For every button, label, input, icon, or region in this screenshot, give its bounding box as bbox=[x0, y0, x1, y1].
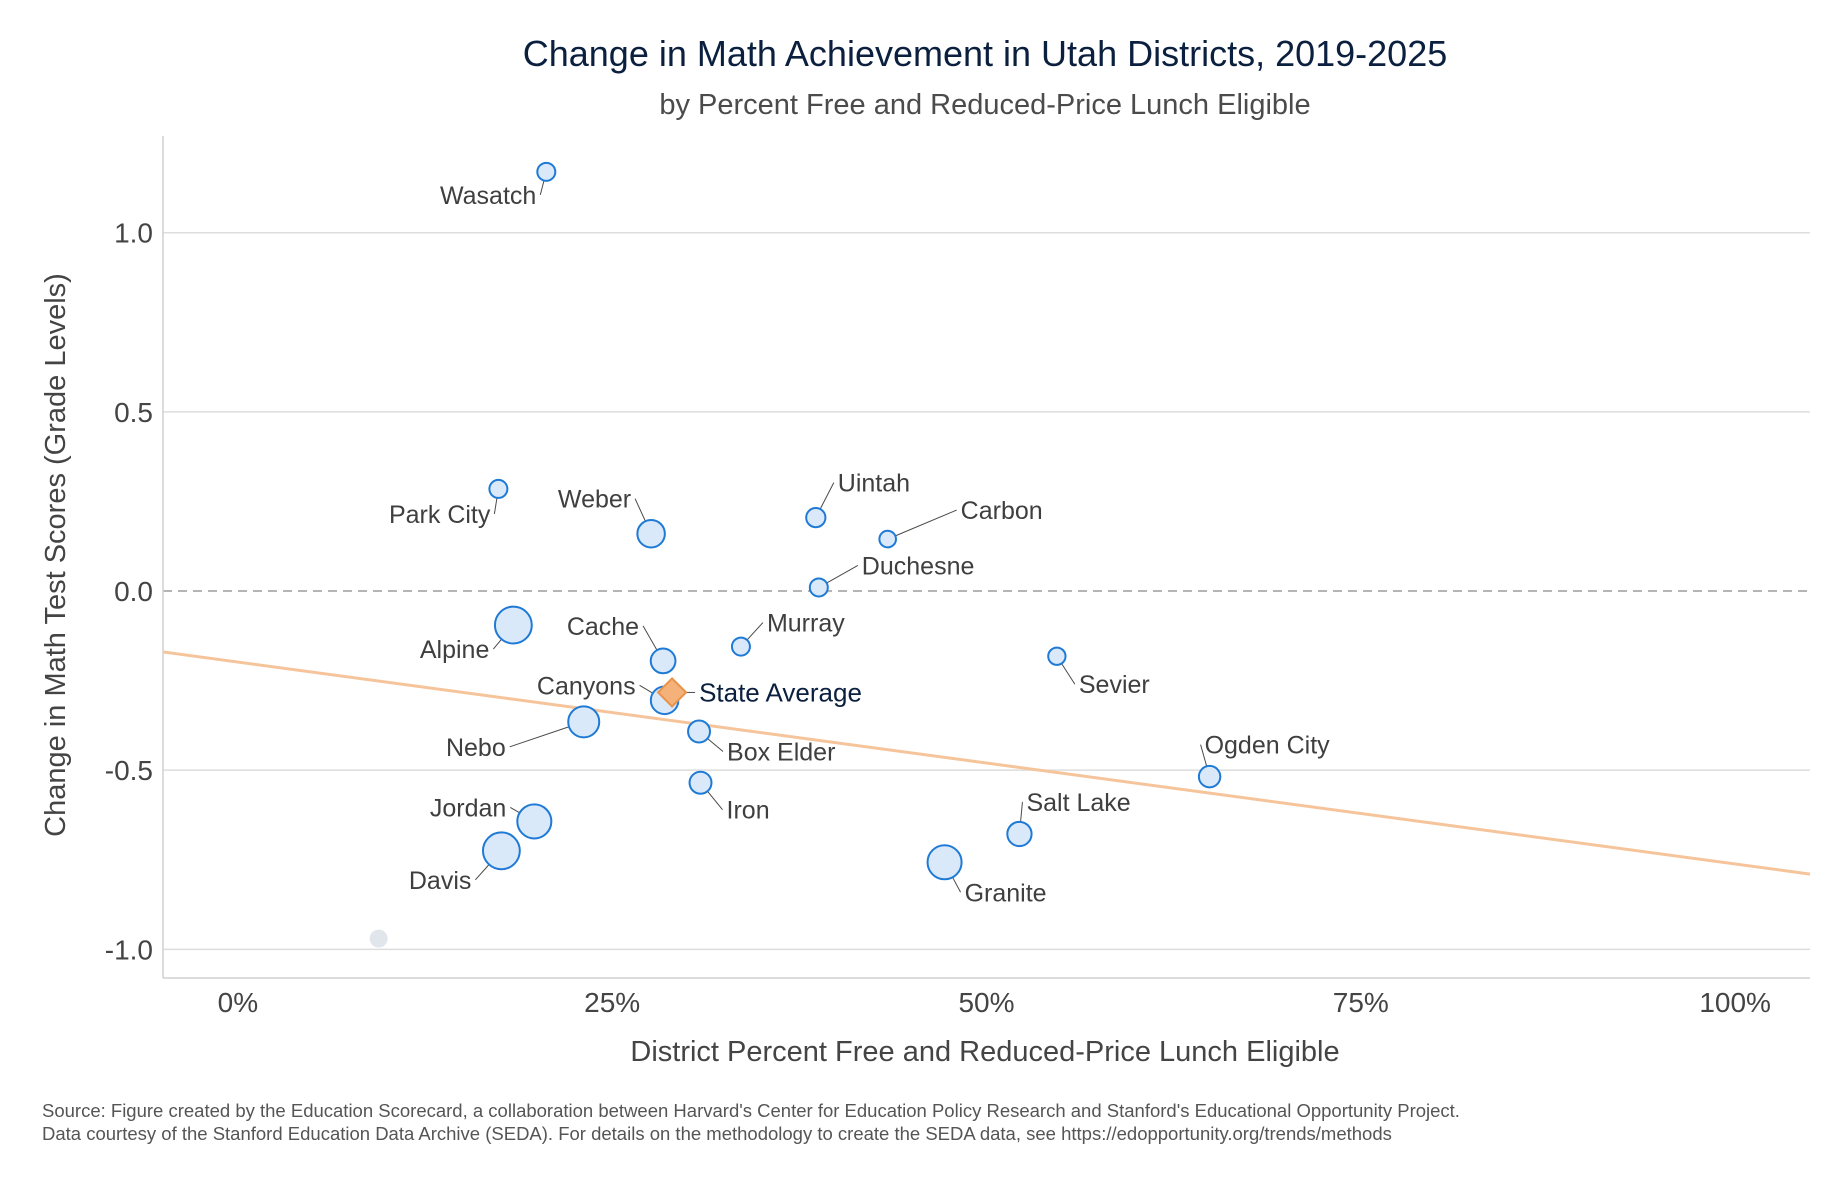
label-leader bbox=[492, 638, 502, 650]
state-average-label: State Average bbox=[699, 677, 862, 707]
district-label: Ogden City bbox=[1205, 732, 1331, 760]
district-label: Carbon bbox=[961, 497, 1043, 525]
label-leader bbox=[509, 726, 570, 748]
district-label: Granite bbox=[965, 879, 1047, 907]
district-point bbox=[730, 636, 751, 657]
label-leader bbox=[493, 497, 498, 515]
district-label: Sevier bbox=[1079, 671, 1150, 699]
y-tick-label: 0.0 bbox=[114, 576, 153, 607]
district-point bbox=[649, 647, 677, 675]
axis-ticks: 1.0 0.5 0.0 -0.5 -1.0 0% 25% 50% 75% 100% bbox=[105, 218, 1771, 1018]
district-label: Uintah bbox=[838, 470, 910, 498]
source-note-line-2: Data courtesy of the Stanford Education … bbox=[42, 1123, 1392, 1144]
district-label: Alpine bbox=[420, 636, 490, 664]
label-leader bbox=[895, 509, 957, 537]
label-leader bbox=[707, 738, 724, 752]
label-leader bbox=[819, 482, 835, 510]
y-tick-label: -0.5 bbox=[105, 755, 153, 786]
y-tick-label: 0.5 bbox=[114, 397, 153, 428]
district-label: Canyons bbox=[537, 672, 636, 700]
label-leader bbox=[952, 877, 962, 893]
district-point bbox=[1047, 646, 1067, 666]
district-label: Jordan bbox=[430, 794, 506, 822]
label-leader bbox=[642, 625, 658, 651]
unlabeled-point bbox=[369, 929, 388, 948]
label-leader-lines bbox=[475, 180, 1208, 893]
source-note-line-1: Source: Figure created by the Education … bbox=[42, 1100, 1460, 1121]
y-axis-title: Change in Math Test Scores (Grade Levels… bbox=[40, 273, 72, 837]
district-label: Cache bbox=[567, 613, 639, 641]
trend-line bbox=[162, 650, 1811, 876]
x-tick-label: 75% bbox=[1333, 987, 1389, 1018]
label-leader bbox=[746, 622, 764, 641]
label-leader bbox=[639, 684, 654, 694]
y-tick-label: 1.0 bbox=[114, 218, 153, 249]
point-labels: Wasatch Park City Weber Uintah Carbon Duchesn… bbox=[389, 182, 1330, 907]
district-label: Nebo bbox=[446, 734, 506, 762]
district-point bbox=[493, 605, 533, 645]
label-leader bbox=[826, 565, 859, 584]
chart-title: Change in Math Achievement in Utah Distr… bbox=[523, 33, 1448, 74]
district-point bbox=[926, 844, 963, 881]
district-label: Box Elder bbox=[727, 738, 835, 766]
x-tick-label: 50% bbox=[958, 987, 1014, 1018]
y-tick-label: -1.0 bbox=[105, 934, 153, 965]
label-leader bbox=[1200, 744, 1208, 767]
district-point bbox=[516, 803, 553, 840]
gridlines bbox=[163, 231, 1810, 951]
district-label: Duchesne bbox=[862, 552, 975, 580]
label-leader bbox=[1020, 801, 1023, 822]
district-point bbox=[1006, 820, 1033, 848]
district-label: Davis bbox=[409, 867, 472, 895]
state-average-marker bbox=[656, 677, 688, 708]
district-point bbox=[808, 577, 829, 598]
x-axis-title: District Percent Free and Reduced-Price … bbox=[630, 1036, 1339, 1068]
label-leader bbox=[475, 864, 490, 881]
district-label: Salt Lake bbox=[1026, 789, 1130, 817]
district-point bbox=[687, 719, 711, 744]
district-point bbox=[878, 529, 897, 549]
label-leader bbox=[707, 790, 723, 811]
chart-subtitle: by Percent Free and Reduced-Price Lunch … bbox=[659, 89, 1310, 121]
x-tick-label: 100% bbox=[1699, 987, 1771, 1018]
district-label: Iron bbox=[727, 797, 770, 825]
district-point bbox=[688, 770, 713, 795]
label-leader bbox=[539, 180, 545, 195]
label-leader bbox=[510, 806, 520, 814]
data-points bbox=[369, 161, 1222, 948]
district-label: Weber bbox=[558, 486, 631, 514]
district-point bbox=[1197, 764, 1222, 789]
label-leader bbox=[1061, 663, 1076, 685]
x-tick-label: 25% bbox=[584, 987, 640, 1018]
district-point bbox=[805, 506, 827, 529]
district-point bbox=[481, 831, 521, 871]
district-point bbox=[636, 518, 666, 549]
district-point bbox=[488, 478, 509, 499]
district-label: Park City bbox=[389, 501, 491, 529]
district-label: Murray bbox=[767, 610, 845, 638]
district-label: Wasatch bbox=[440, 182, 536, 210]
label-leader bbox=[634, 498, 646, 522]
x-tick-label: 0% bbox=[218, 987, 258, 1018]
district-point bbox=[567, 705, 601, 739]
district-point bbox=[536, 161, 557, 182]
